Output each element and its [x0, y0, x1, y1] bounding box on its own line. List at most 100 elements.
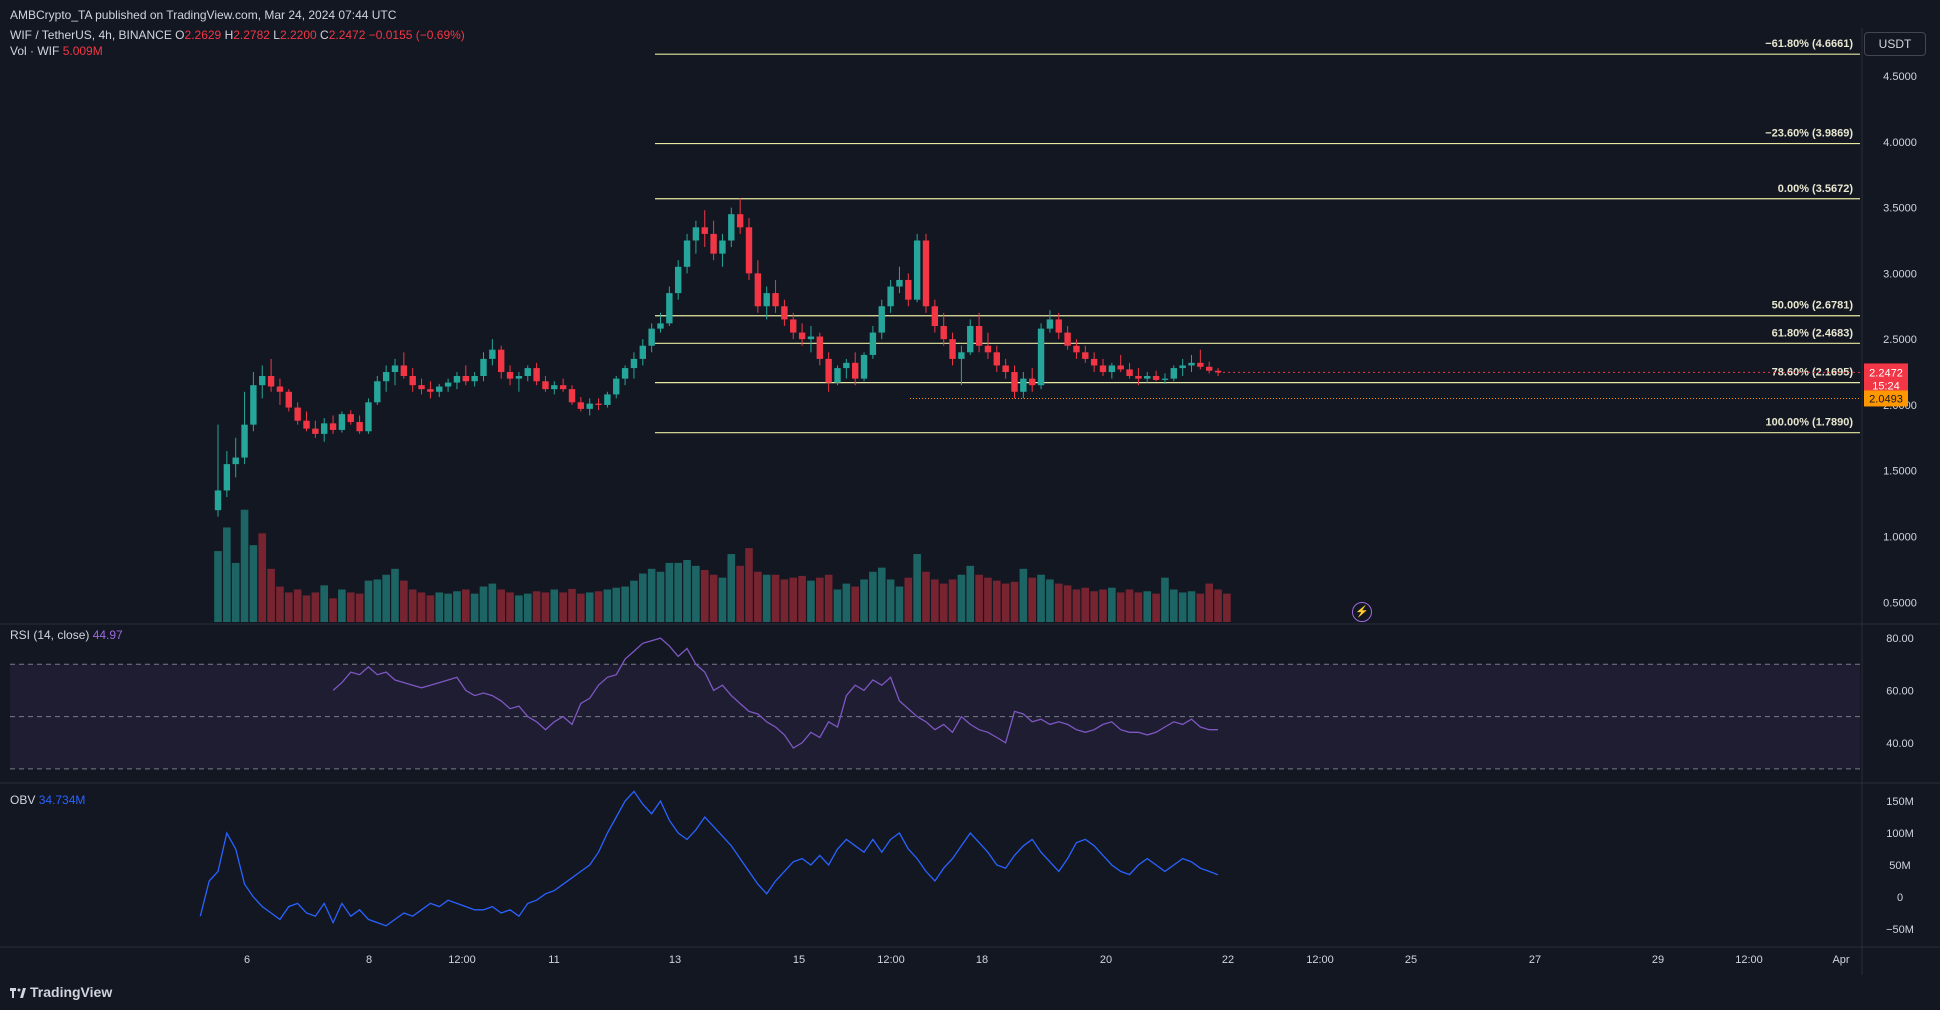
- candle-body: [489, 349, 496, 359]
- candle-body: [869, 332, 877, 355]
- candle-body: [1046, 319, 1054, 329]
- volume-bar: [1134, 592, 1143, 622]
- candle-body: [639, 345, 646, 359]
- candle-body: [1090, 358, 1098, 366]
- fib-level-label: 100.00% (1.7890): [1766, 417, 1854, 429]
- candle-body: [745, 227, 753, 274]
- publisher-caption: AMBCrypto_TA published on TradingView.co…: [10, 8, 397, 22]
- candle-body: [1029, 378, 1036, 386]
- candle-body: [374, 381, 381, 403]
- volume-bar: [1178, 592, 1187, 622]
- volume-bar: [364, 580, 373, 622]
- volume-bar: [577, 593, 585, 622]
- candle-body: [1144, 375, 1151, 379]
- candle-body: [595, 403, 602, 405]
- candle-body: [498, 349, 505, 373]
- candle-body: [1197, 362, 1204, 367]
- candle-body: [843, 362, 850, 369]
- obv-axis-tick: 50M: [1889, 860, 1910, 872]
- obv-legend[interactable]: OBV 34.734M: [10, 793, 85, 807]
- volume-bar: [258, 533, 267, 622]
- time-axis-tick: 13: [669, 954, 681, 966]
- candle-body: [294, 407, 301, 421]
- volume-bar: [1090, 591, 1098, 622]
- volume-bar: [780, 579, 789, 622]
- candle-body: [436, 386, 443, 392]
- price-axis-tick: 4.5000: [1883, 71, 1917, 83]
- symbol-title[interactable]: WIF / TetherUS, 4h, BINANCE: [10, 28, 172, 42]
- candle-body: [1206, 366, 1213, 371]
- candle-body: [1117, 365, 1124, 370]
- volume-bar: [877, 567, 886, 622]
- candle-body: [852, 362, 859, 379]
- candle-body: [524, 368, 531, 376]
- candle-body: [922, 240, 930, 307]
- candle-body: [736, 214, 744, 228]
- volume-bar: [1170, 589, 1178, 622]
- volume-bar: [709, 574, 718, 622]
- candle-body: [515, 375, 523, 379]
- volume-bar: [816, 577, 824, 622]
- volume-bar: [692, 565, 700, 622]
- time-axis-tick: 12:00: [1735, 954, 1763, 966]
- rsi-value: 44.97: [92, 628, 123, 642]
- obv-label: OBV: [10, 793, 36, 807]
- volume-bar: [1223, 593, 1231, 622]
- time-axis-tick: 12:00: [1306, 954, 1334, 966]
- candle-body: [657, 323, 664, 329]
- volume-bar: [630, 580, 638, 622]
- tradingview-logo[interactable]: TradingView: [10, 984, 112, 1000]
- volume-bar: [984, 577, 992, 622]
- candle-body: [409, 375, 416, 386]
- high-value: 2.2782: [233, 28, 270, 42]
- volume-bar: [860, 579, 868, 622]
- volume-bar: [612, 587, 621, 622]
- volume-bar: [488, 583, 497, 622]
- fib-level-label: 50.00% (2.6781): [1772, 300, 1854, 312]
- volume-bar: [1063, 585, 1072, 622]
- volume-bar: [1046, 579, 1054, 622]
- candle-body: [896, 279, 903, 287]
- candle-body: [878, 306, 885, 333]
- candle-body: [1179, 365, 1186, 369]
- high-label: H: [224, 28, 234, 42]
- currency-button[interactable]: USDT: [1864, 32, 1926, 56]
- candle-body: [887, 286, 894, 307]
- volume-bar: [789, 577, 798, 622]
- volume-bar: [745, 548, 753, 622]
- candle-body: [807, 336, 815, 340]
- candle-body: [1099, 365, 1107, 373]
- volume-bar: [771, 574, 780, 622]
- volume-legend[interactable]: Vol · WIF 5.009M: [10, 44, 103, 58]
- candle-body: [754, 273, 762, 307]
- candle-body: [1011, 372, 1018, 392]
- volume-bar: [727, 554, 736, 622]
- volume-bar: [683, 559, 691, 622]
- tradingview-logo-text: TradingView: [30, 984, 113, 1000]
- volume-bar: [1108, 587, 1116, 622]
- symbol-legend[interactable]: WIF / TetherUS, 4h, BINANCE O2.2629 H2.2…: [10, 28, 465, 42]
- volume-bar: [285, 592, 293, 622]
- candle-body: [772, 293, 779, 307]
- open-label: O: [175, 28, 185, 42]
- candle-body: [347, 414, 354, 423]
- candle-body: [1055, 319, 1062, 333]
- close-value: 2.2472: [328, 28, 366, 42]
- candle-body: [790, 319, 797, 333]
- rsi-legend[interactable]: RSI (14, close) 44.97: [10, 628, 123, 642]
- volume-bar: [1214, 589, 1222, 622]
- fib-level-label: 0.00% (3.5672): [1778, 183, 1854, 195]
- volume-bar: [700, 570, 709, 622]
- candle-body: [701, 227, 708, 234]
- volume-bar: [1010, 581, 1019, 622]
- price-axis-tick: 3.0000: [1883, 268, 1917, 280]
- candle-body: [551, 385, 558, 390]
- volume-bar: [426, 595, 435, 622]
- volume-bar: [851, 586, 859, 622]
- volume-bar: [1028, 577, 1036, 622]
- lightning-icon[interactable]: ⚡: [1352, 602, 1372, 622]
- candle-body: [1002, 365, 1009, 373]
- time-axis-tick: 12:00: [448, 954, 476, 966]
- volume-bar: [240, 509, 249, 622]
